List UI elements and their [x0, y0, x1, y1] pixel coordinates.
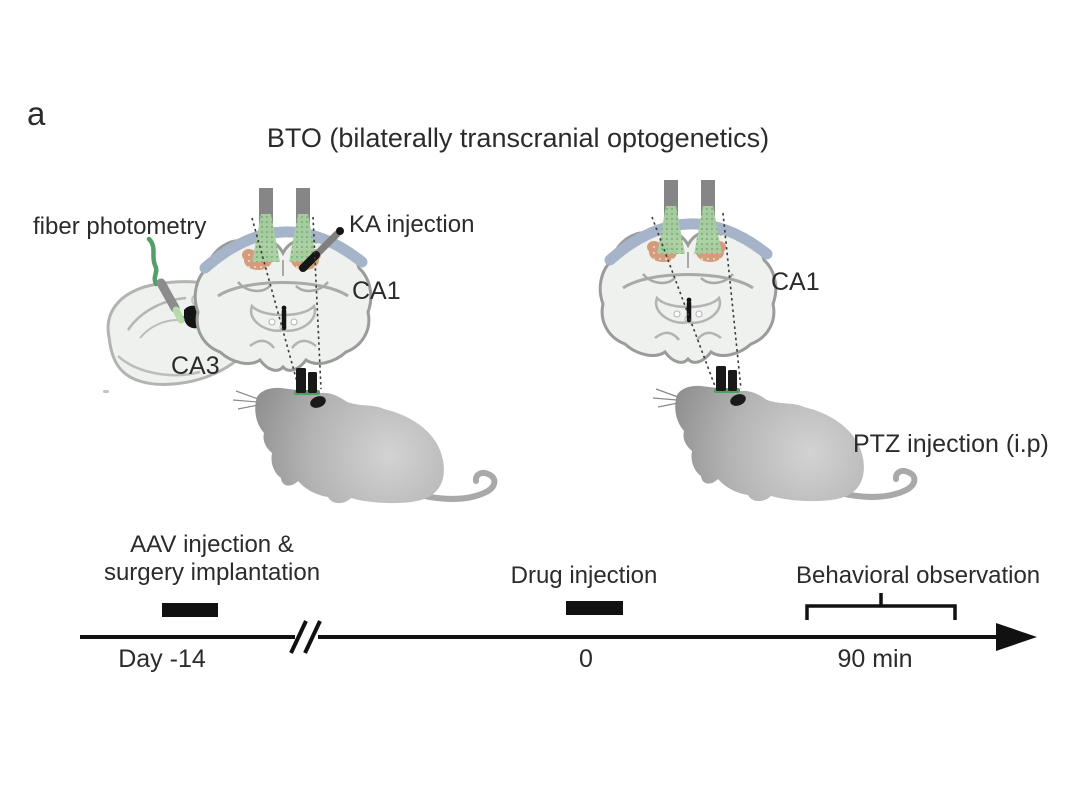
timeline — [80, 593, 1037, 654]
fiber-photometry-label: fiber photometry — [33, 213, 207, 240]
panel-label: a — [27, 95, 46, 132]
arrowhead-icon — [996, 623, 1037, 651]
ca3-label: CA3 — [171, 352, 220, 380]
coronal-brain-left — [195, 188, 371, 370]
photometry-wire — [146, 236, 159, 287]
ca1-label-left: CA1 — [352, 277, 401, 305]
event-label-behavior: Behavioral observation — [796, 562, 1041, 589]
mouse-left — [233, 368, 494, 503]
event-label-aav: AAV injection & surgery implantation — [103, 531, 321, 586]
zoom-guide-dashes-left — [251, 216, 322, 390]
event-bar-aav — [162, 603, 218, 617]
observation-bracket — [805, 593, 957, 620]
figure-title: BTO (bilaterally transcranial optogeneti… — [266, 123, 770, 153]
event-bar-drug — [566, 601, 623, 615]
timeline-tick-day-14: Day -14 — [118, 645, 206, 673]
photometry-fiber-tip — [172, 306, 185, 324]
axis-break-icon — [289, 620, 322, 654]
ka-injection-needle — [299, 227, 344, 272]
timeline-tick-90min: 90 min — [837, 645, 913, 673]
ptz-injection-label: PTZ injection (i.p) — [853, 430, 1049, 458]
ka-injection-label: KA injection — [349, 211, 475, 238]
coronal-brain-right — [600, 180, 776, 362]
timeline-tick-0: 0 — [579, 645, 593, 673]
photometry-ferrule — [156, 278, 180, 313]
event-label-drug: Drug injection — [510, 562, 658, 589]
ca1-label-right: CA1 — [771, 268, 820, 296]
zoom-guide-dashes-right — [651, 212, 742, 390]
speck — [103, 390, 109, 393]
